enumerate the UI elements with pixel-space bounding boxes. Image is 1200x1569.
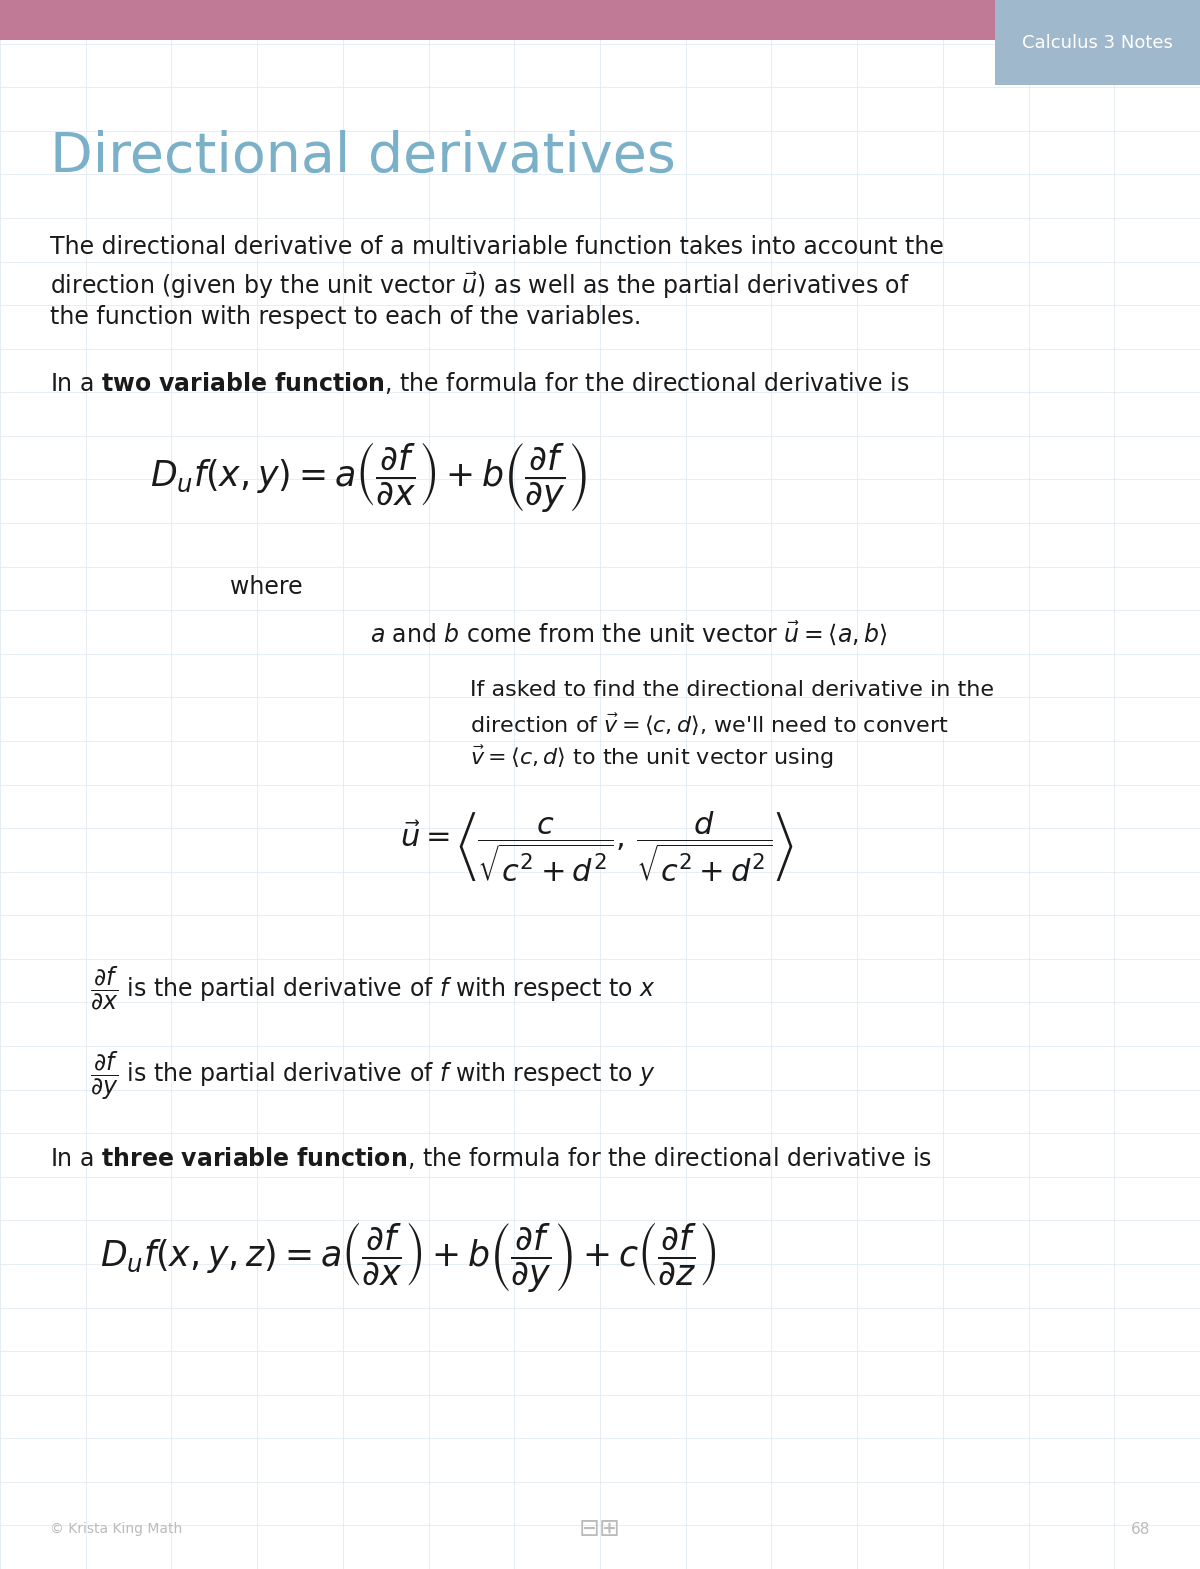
Text: $D_u f(x, y, z) = a \left( \dfrac{\partial f}{\partial x} \right) + b \left( \df: $D_u f(x, y, z) = a \left( \dfrac{\parti… xyxy=(100,1221,716,1294)
Text: If asked to find the directional derivative in the: If asked to find the directional derivat… xyxy=(470,679,994,700)
Text: $\dfrac{\partial f}{\partial y}$ is the partial derivative of $f$ with respect t: $\dfrac{\partial f}{\partial y}$ is the … xyxy=(90,1050,656,1103)
Text: In a $\bf{two\ variable\ function}$, the formula for the directional derivative : In a $\bf{two\ variable\ function}$, the… xyxy=(50,370,910,395)
Text: © Krista King Math: © Krista King Math xyxy=(50,1522,182,1536)
Text: the function with respect to each of the variables.: the function with respect to each of the… xyxy=(50,304,641,329)
Bar xyxy=(995,0,1200,85)
Text: The directional derivative of a multivariable function takes into account the: The directional derivative of a multivar… xyxy=(50,235,944,259)
Text: $\vec{v} = \langle c, d \rangle$ to the unit vector using: $\vec{v} = \langle c, d \rangle$ to the … xyxy=(470,744,834,772)
Text: In a $\bf{three\ variable\ function}$, the formula for the directional derivativ: In a $\bf{three\ variable\ function}$, t… xyxy=(50,1145,932,1170)
Text: where: where xyxy=(230,574,302,599)
Text: $\dfrac{\partial f}{\partial x}$ is the partial derivative of $f$ with respect t: $\dfrac{\partial f}{\partial x}$ is the … xyxy=(90,965,656,1012)
Text: Calculus 3 Notes: Calculus 3 Notes xyxy=(1022,33,1172,52)
Bar xyxy=(0,0,1200,39)
Text: ⊟⊞: ⊟⊞ xyxy=(580,1517,622,1541)
Text: Directional derivatives: Directional derivatives xyxy=(50,130,676,184)
Text: $D_u f(x, y) = a \left( \dfrac{\partial f}{\partial x} \right) + b \left( \dfrac: $D_u f(x, y) = a \left( \dfrac{\partial … xyxy=(150,439,587,515)
Text: direction of $\vec{v} = \langle c, d \rangle$, we'll need to convert: direction of $\vec{v} = \langle c, d \ra… xyxy=(470,712,949,737)
Text: $\vec{u} = \left\langle \dfrac{c}{\sqrt{c^2 + d^2}},\, \dfrac{d}{\sqrt{c^2 + d^2: $\vec{u} = \left\langle \dfrac{c}{\sqrt{… xyxy=(400,810,794,885)
Text: $a$ and $b$ come from the unit vector $\vec{u} = \langle a, b \rangle$: $a$ and $b$ come from the unit vector $\… xyxy=(370,620,888,648)
Text: 68: 68 xyxy=(1130,1522,1150,1536)
Text: direction (given by the unit vector $\vec{u}$) as well as the partial derivative: direction (given by the unit vector $\ve… xyxy=(50,270,910,301)
